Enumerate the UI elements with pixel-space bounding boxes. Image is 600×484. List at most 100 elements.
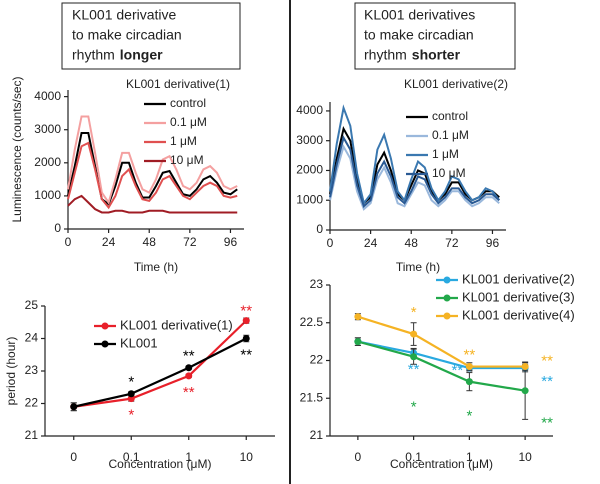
series-line — [67, 115, 238, 205]
data-point — [410, 353, 418, 361]
y-tick-label: 22 — [25, 396, 39, 410]
legend-label: 1 μM — [432, 147, 459, 161]
x-tick-label: 0 — [65, 235, 72, 249]
legend-marker — [443, 294, 451, 302]
legend-marker — [443, 312, 451, 320]
data-point — [465, 378, 473, 386]
legend-marker — [101, 340, 109, 348]
series-line — [357, 340, 526, 392]
y-tick-label: 3000 — [34, 122, 61, 136]
data-point — [185, 372, 193, 380]
legend-label: KL001 derivative(4) — [462, 307, 575, 322]
significance: * — [411, 304, 417, 321]
y-tick-label: 25 — [25, 298, 39, 312]
header-line: KL001 derivatives — [364, 7, 475, 23]
x-tick-label: 10 — [240, 450, 254, 464]
y-tick-label: 23 — [310, 277, 324, 291]
x-axis-label: Concentration (μM) — [390, 457, 493, 471]
series-line — [329, 144, 500, 211]
significance: * — [128, 407, 134, 424]
x-tick-label: 0 — [327, 236, 334, 250]
significance: * — [411, 399, 417, 416]
x-tick-label: 96 — [224, 235, 238, 249]
x-tick-label: 48 — [405, 236, 419, 250]
y-tick-label: 3000 — [296, 133, 323, 147]
x-tick-label: 72 — [445, 236, 459, 250]
data-point — [521, 363, 529, 371]
x-axis-label: Time (h) — [134, 260, 178, 274]
significance: * — [128, 374, 134, 391]
header-box — [354, 2, 516, 70]
y-tick-label: 21 — [310, 428, 324, 442]
y-tick-label: 0 — [316, 222, 323, 236]
x-tick-label: 0 — [355, 450, 362, 464]
data-point — [127, 390, 135, 398]
data-point — [354, 338, 362, 346]
y-tick-label: 4000 — [34, 89, 61, 103]
data-point — [70, 403, 78, 411]
header-box — [61, 2, 241, 70]
x-axis-label: Time (h) — [396, 260, 440, 274]
legend-label: 0.1 μM — [170, 115, 207, 129]
x-tick-label: 96 — [486, 236, 500, 250]
legend-title: KL001 derivative(1) — [126, 77, 230, 91]
legend-label: KL001 derivative(3) — [462, 289, 575, 304]
x-tick-label: 0.1 — [405, 450, 422, 464]
significance: ** — [240, 346, 252, 363]
significance: ** — [464, 347, 476, 364]
legend-label: KL001 — [120, 335, 158, 350]
y-tick-label: 22.5 — [300, 315, 324, 329]
data-point — [410, 330, 418, 338]
y-axis-label: Luminescence (counts/sec) — [10, 76, 24, 222]
significance: ** — [183, 384, 195, 401]
x-tick-label: 48 — [143, 235, 157, 249]
series-line — [67, 141, 238, 210]
x-tick-label: 0.1 — [123, 450, 140, 464]
legend-label: control — [432, 109, 468, 123]
y-tick-label: 2000 — [34, 155, 61, 169]
data-point — [521, 387, 529, 395]
header-line: rhythm — [72, 47, 115, 63]
data-point — [185, 364, 193, 372]
series-line — [67, 194, 238, 214]
legend-label: 1 μM — [170, 134, 197, 148]
data-point — [242, 317, 250, 325]
header-emphasis: shorter — [412, 47, 461, 63]
x-tick-label: 72 — [183, 235, 197, 249]
y-tick-label: 0 — [54, 221, 61, 235]
series-line — [73, 337, 247, 408]
x-tick-label: 10 — [518, 450, 532, 464]
legend-title: KL001 derivative(2) — [404, 77, 508, 91]
legend-label: control — [170, 96, 206, 110]
data-point — [127, 395, 135, 403]
data-point — [242, 335, 250, 342]
header-emphasis: longer — [120, 47, 163, 63]
legend-label: 10 μM — [432, 166, 466, 180]
significance: ** — [541, 415, 553, 432]
header-line: to make circadian — [72, 27, 182, 43]
y-tick-label: 1000 — [34, 188, 61, 202]
y-tick-label: 21 — [25, 428, 39, 442]
significance: ** — [541, 353, 553, 370]
y-tick-label: 1000 — [296, 192, 323, 206]
x-tick-label: 1 — [185, 450, 192, 464]
y-tick-label: 21.5 — [300, 390, 324, 404]
header-line: rhythm — [364, 47, 407, 63]
y-tick-label: 23 — [25, 363, 39, 377]
significance: ** — [240, 303, 252, 320]
x-tick-label: 24 — [364, 236, 378, 250]
significance: * — [466, 408, 472, 425]
x-axis-label: Concentration (μM) — [109, 457, 212, 471]
data-point — [465, 363, 473, 371]
series-line — [73, 319, 248, 408]
significance: ** — [541, 373, 553, 390]
series-line — [357, 315, 526, 368]
legend-label: KL001 derivative(2) — [462, 271, 575, 286]
header-line: to make circadian — [364, 27, 474, 43]
header-line: KL001 derivative — [72, 7, 177, 23]
y-tick-label: 2000 — [296, 163, 323, 177]
significance: ** — [452, 362, 464, 379]
series-line — [329, 135, 500, 208]
legend-label: 10 μM — [170, 153, 204, 167]
